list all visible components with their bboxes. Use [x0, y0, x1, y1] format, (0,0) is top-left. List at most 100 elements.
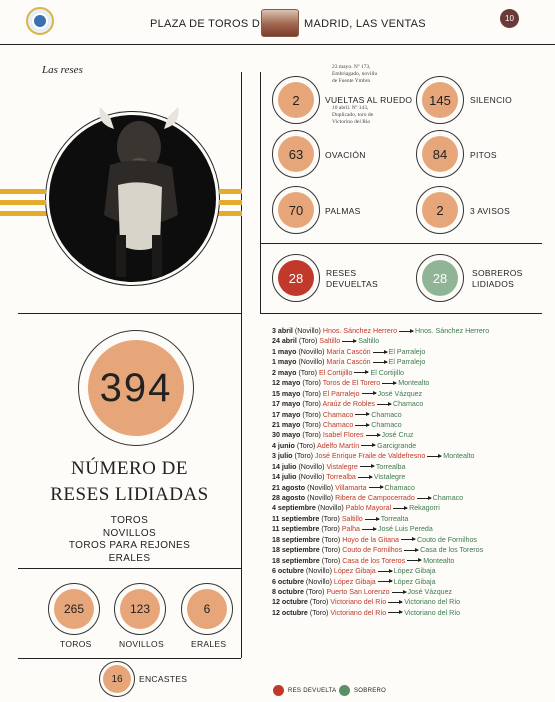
list-devuelta: Couto de Fornilhos [342, 546, 403, 555]
list-devuelta: Hnos. Sánchez Herrero [322, 327, 398, 335]
list-date: 18 septiembre [272, 556, 320, 565]
devueltas-value: 28 [278, 260, 314, 296]
note-duplicado: 10 abril. Nº 143, Duplicado, toro de Victo… [332, 105, 374, 126]
list-date: 15 mayo [272, 389, 301, 398]
list-item: 18 septiembre (Toro) Casa de los Toreros… [272, 556, 542, 566]
arrow-right-icon [368, 485, 384, 490]
list-type: (Novillo) [294, 327, 321, 335]
list-sobrero: José Luis Pereda [377, 525, 433, 534]
palmas-label: PALMAS [325, 206, 361, 216]
erales-ring: 6 [181, 583, 233, 635]
header-title-left: PLAZA DE TOROS DE [150, 18, 268, 30]
arrow-right-icon [382, 380, 398, 385]
list-item: 24 abril (Toro) Saltillo Saltillo [272, 336, 542, 346]
arrow-right-icon [391, 589, 407, 594]
list-devuelta: Puerto San Lorenzo [326, 587, 390, 596]
list-date: 1 mayo [272, 347, 297, 356]
list-item: 6 octubre (Novillo) López Gibaja López Gi… [272, 577, 542, 587]
list-date: 17 mayo [272, 410, 301, 419]
list-sobrero: Chamaco [392, 400, 424, 409]
list-type: (Toro) [305, 587, 325, 596]
list-devuelta: Chamaco [322, 420, 354, 429]
list-devuelta: Isabel Flores [322, 431, 364, 440]
list-devuelta: Chamaco [322, 410, 354, 419]
type-toros: TOROS [110, 515, 149, 526]
pitos-ring: 84 [416, 130, 464, 178]
arrow-right-icon [407, 558, 423, 563]
novillos-value: 123 [120, 589, 160, 629]
pitos-label: PITOS [470, 150, 497, 160]
list-sobrero: Rekagorri [409, 504, 440, 513]
list-sobrero: José Vázquez [377, 389, 423, 398]
list-type: (Novillo) [298, 347, 325, 356]
list-item: 3 abril (Novillo) Hnos. Sánchez Herrero H… [272, 326, 542, 336]
list-sobrero: José Cruz [381, 431, 414, 440]
list-item: 11 septiembre (Toro) Palha José Luis Pere… [272, 524, 542, 534]
list-item: 12 octubre (Toro) Victoriano del Río Vict… [272, 608, 542, 618]
arrow-right-icon [364, 516, 380, 521]
list-type: (Toro) [321, 514, 340, 523]
list-date: 1 mayo [272, 358, 297, 367]
list-type: (Toro) [302, 431, 321, 440]
list-item: 1 mayo (Novillo) María Cascón El Parralej… [272, 347, 542, 357]
divider-bull [18, 313, 241, 314]
arrow-right-icon [365, 433, 381, 437]
toros-value: 265 [54, 589, 94, 629]
list-devuelta: López Gibaja [333, 567, 376, 576]
list-date: 12 octubre [272, 598, 308, 607]
list-type: (Toro) [302, 379, 321, 388]
list-item: 17 mayo (Toro) Chamaco Chamaco [272, 410, 542, 420]
divider-lidiadas [18, 568, 241, 569]
list-date: 4 septiembre [272, 504, 316, 513]
list-devuelta: Pablo Mayoral [345, 504, 392, 513]
list-type: (Novillo) [317, 504, 344, 513]
divider-stats [260, 313, 542, 314]
list-date: 28 agosto [272, 494, 306, 502]
list-sobrero: Saltillo [358, 337, 380, 346]
list-item: 17 mayo (Toro) Araúz de Robles Chamaco [272, 399, 542, 409]
legend-red-dot [273, 685, 284, 696]
devueltas-list: 3 abril (Novillo) Hnos. Sánchez Herrero H… [272, 326, 542, 618]
list-type: (Novillo) [307, 494, 334, 502]
list-date: 18 septiembre [272, 546, 320, 555]
list-type: (Novillo) [298, 462, 325, 471]
list-date: 24 abril [272, 337, 297, 346]
arrow-right-icon [359, 464, 375, 469]
encastes-ring: 16 [99, 661, 135, 697]
arrow-right-icon [361, 443, 377, 448]
list-type: (Toro) [309, 598, 329, 607]
list-item: 8 octubre (Toro) Puerto San Lorenzo José … [272, 587, 542, 597]
list-date: 3 abril [272, 327, 293, 335]
list-item: 30 mayo (Toro) Isabel Flores José Cruz [272, 430, 542, 440]
ovacion-ring: 63 [272, 130, 320, 178]
list-date: 14 julio [272, 462, 297, 471]
sobreros-ring: 28 [416, 254, 464, 302]
legend-devuelta: RES DEVUELTA [288, 688, 337, 694]
list-sobrero: El Parralejo [388, 347, 426, 356]
arrow-right-icon [388, 610, 404, 615]
list-date: 12 mayo [272, 379, 301, 388]
silencio-value: 145 [422, 82, 458, 118]
list-item: 14 julio (Novillo) Vistalegre Torrealba [272, 462, 542, 472]
list-devuelta: Villamarta [335, 483, 367, 492]
list-devuelta: Hoyo de la Gitana [342, 535, 400, 544]
list-item: 18 septiembre (Toro) Hoyo de la Gitana Co… [272, 535, 542, 545]
silencio-ring: 145 [416, 76, 464, 124]
list-date: 6 octubre [272, 567, 304, 576]
erales-label: ERALES [191, 639, 227, 649]
avisos-ring: 2 [416, 186, 464, 234]
list-item: 11 septiembre (Toro) Saltillo Torrealta [272, 514, 542, 524]
list-devuelta: El Cortijillo [318, 368, 353, 377]
list-devuelta: Toros de El Torero [322, 379, 381, 388]
list-date: 2 mayo [272, 368, 297, 377]
arrow-right-icon [354, 370, 370, 375]
arrow-right-icon [355, 422, 371, 427]
list-item: 12 octubre (Toro) Victoriano del Río Vict… [272, 597, 542, 607]
list-sobrero: Couto de Fornilhos [417, 535, 477, 544]
list-devuelta: María Cascón [326, 358, 371, 367]
list-sobrero: El Cortijillo [370, 368, 404, 377]
list-date: 11 septiembre [272, 514, 320, 523]
pitos-value: 84 [422, 136, 458, 172]
list-date: 14 julio [272, 473, 297, 482]
vueltas-label: VUELTAS AL RUEDO [325, 95, 413, 105]
